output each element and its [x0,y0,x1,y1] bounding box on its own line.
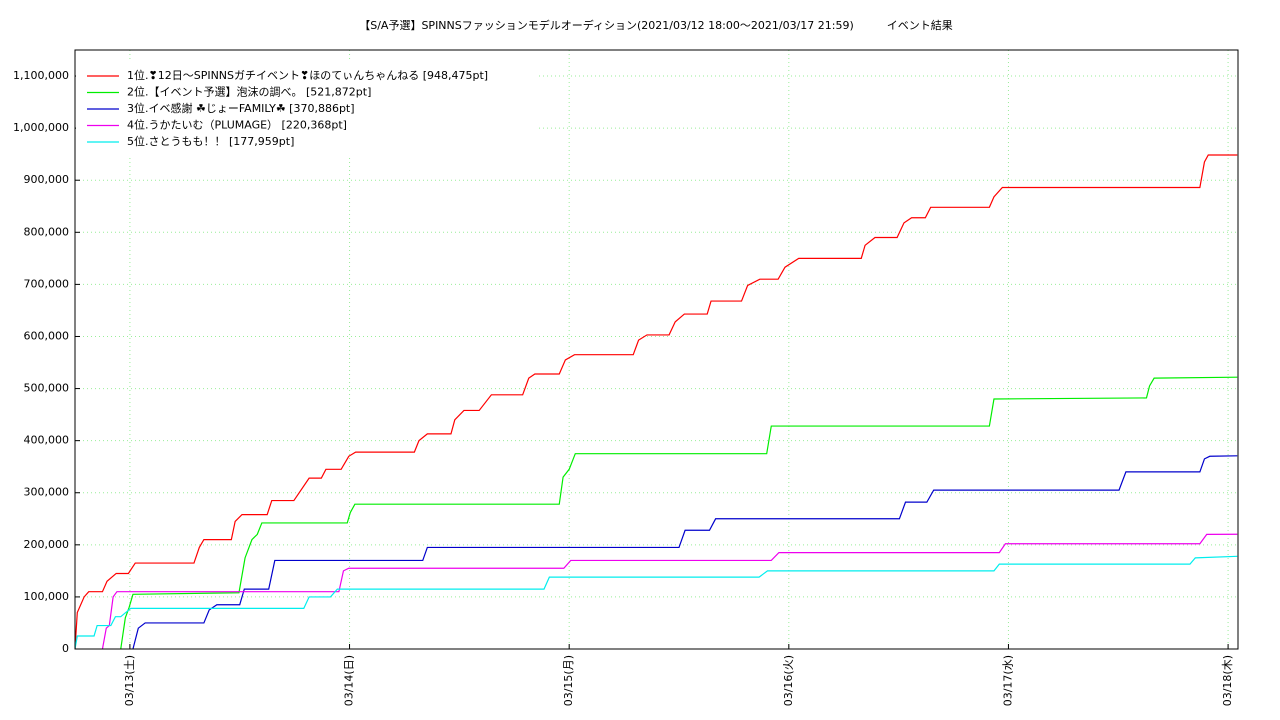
y-tick-label: 400,000 [24,434,70,447]
series-line [101,533,1238,649]
chart-title: 【S/A予選】SPINNSファッションモデルオーディション(2021/03/12… [359,18,953,32]
legend-label: 1位.❣12日〜SPINNSガチイベント❣ほのてぃんちゃんねる [948,475… [127,68,488,82]
y-tick-label: 1,000,000 [13,121,69,134]
series-line [120,376,1238,649]
legend: 1位.❣12日〜SPINNSガチイベント❣ほのてぃんちゃんねる [948,475… [76,62,536,158]
y-tick-label: 200,000 [24,538,70,551]
series-line [132,455,1238,649]
legend-label: 3位.イベ感謝 ☘じょーFAMILY☘ [370,886pt] [127,101,355,115]
y-tick-label: 100,000 [24,590,70,603]
x-tick-label: 03/16(火) [782,655,795,706]
legend-background [76,62,536,158]
y-tick-label: 1,100,000 [13,69,69,82]
x-tick-label: 03/14(日) [343,655,356,706]
x-tick-label: 03/15(月) [562,655,575,706]
y-tick-label: 900,000 [24,173,70,186]
series-line [75,154,1238,649]
series-line [75,555,1238,649]
legend-label: 4位.うかたいむ（PLUMAGE） [220,368pt] [127,118,347,132]
legend-label: 2位.【イベント予選】泡沫の調べ。 [521,872pt] [127,85,371,99]
legend-label: 5位.さとうもも！！ [177,959pt] [127,134,294,148]
x-tick-label: 03/17(水) [1001,655,1014,706]
y-tick-label: 0 [62,642,69,655]
x-tick-label: 03/18(木) [1221,655,1234,706]
y-tick-label: 300,000 [24,486,70,499]
x-tick-label: 03/13(土) [123,655,136,706]
y-tick-label: 700,000 [24,277,70,290]
y-tick-label: 600,000 [24,329,70,342]
y-tick-label: 500,000 [24,382,70,395]
plot-frame [74,49,1239,650]
y-tick-label: 800,000 [24,225,70,238]
